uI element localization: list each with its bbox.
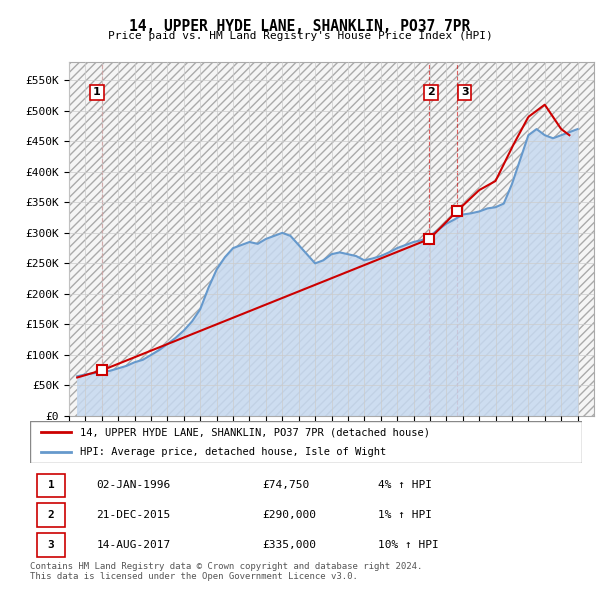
Text: 3: 3 <box>461 87 469 97</box>
Text: 14, UPPER HYDE LANE, SHANKLIN, PO37 7PR: 14, UPPER HYDE LANE, SHANKLIN, PO37 7PR <box>130 19 470 34</box>
Text: 4% ↑ HPI: 4% ↑ HPI <box>378 480 432 490</box>
Bar <box>37 533 65 556</box>
Text: £74,750: £74,750 <box>262 480 309 490</box>
Text: 14-AUG-2017: 14-AUG-2017 <box>96 539 170 549</box>
Text: 1% ↑ HPI: 1% ↑ HPI <box>378 510 432 520</box>
Text: 14, UPPER HYDE LANE, SHANKLIN, PO37 7PR (detached house): 14, UPPER HYDE LANE, SHANKLIN, PO37 7PR … <box>80 427 430 437</box>
Text: Price paid vs. HM Land Registry's House Price Index (HPI): Price paid vs. HM Land Registry's House … <box>107 31 493 41</box>
Text: 02-JAN-1996: 02-JAN-1996 <box>96 480 170 490</box>
Text: 3: 3 <box>47 539 55 549</box>
Text: 2: 2 <box>427 87 435 97</box>
Text: £335,000: £335,000 <box>262 539 316 549</box>
Text: Contains HM Land Registry data © Crown copyright and database right 2024.
This d: Contains HM Land Registry data © Crown c… <box>30 562 422 581</box>
Text: 21-DEC-2015: 21-DEC-2015 <box>96 510 170 520</box>
Text: 1: 1 <box>93 87 101 97</box>
Text: 2: 2 <box>47 510 55 520</box>
Bar <box>37 474 65 497</box>
Text: £290,000: £290,000 <box>262 510 316 520</box>
Bar <box>69 62 594 416</box>
Bar <box>37 503 65 527</box>
Text: 1: 1 <box>47 480 55 490</box>
Text: 10% ↑ HPI: 10% ↑ HPI <box>378 539 439 549</box>
Text: HPI: Average price, detached house, Isle of Wight: HPI: Average price, detached house, Isle… <box>80 447 386 457</box>
